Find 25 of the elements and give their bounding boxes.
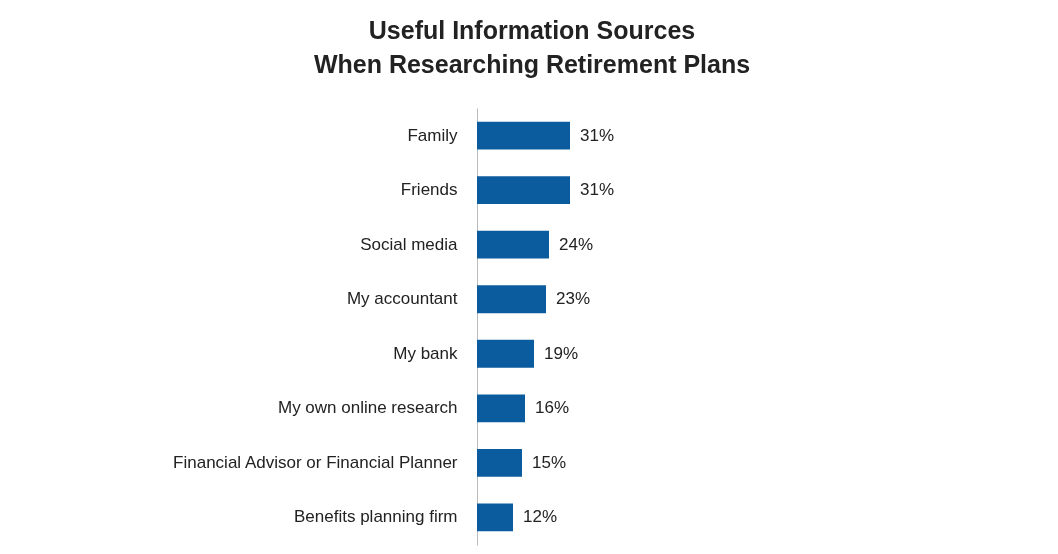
bar bbox=[477, 230, 549, 259]
bar bbox=[477, 176, 570, 205]
y-tick-label: My own online research bbox=[277, 398, 458, 418]
data-label: 31% bbox=[580, 125, 615, 145]
data-label: 16% bbox=[535, 398, 570, 418]
data-label: 31% bbox=[580, 180, 615, 200]
y-tick-label: My accountant bbox=[346, 289, 458, 309]
data-label: 24% bbox=[559, 234, 594, 254]
bar bbox=[477, 503, 513, 532]
data-label: 23% bbox=[556, 289, 591, 309]
bar bbox=[477, 339, 534, 368]
y-tick-label: Friends bbox=[400, 180, 458, 200]
data-label: 19% bbox=[544, 343, 579, 363]
y-tick-label: Financial Advisor or Financial Planner bbox=[173, 452, 458, 472]
y-tick-label: Family bbox=[407, 125, 458, 145]
bar bbox=[477, 448, 522, 477]
bar bbox=[477, 285, 546, 314]
y-tick-label: My bank bbox=[393, 343, 458, 363]
chart-title: Useful Information Sources When Researching Retirement Plans bbox=[313, 16, 751, 78]
bar bbox=[477, 394, 525, 423]
y-tick-label: Benefits planning firm bbox=[294, 507, 458, 527]
data-label: 12% bbox=[523, 507, 558, 527]
data-label: 15% bbox=[532, 452, 567, 472]
y-tick-label: Social media bbox=[360, 234, 459, 254]
bar bbox=[477, 121, 570, 150]
